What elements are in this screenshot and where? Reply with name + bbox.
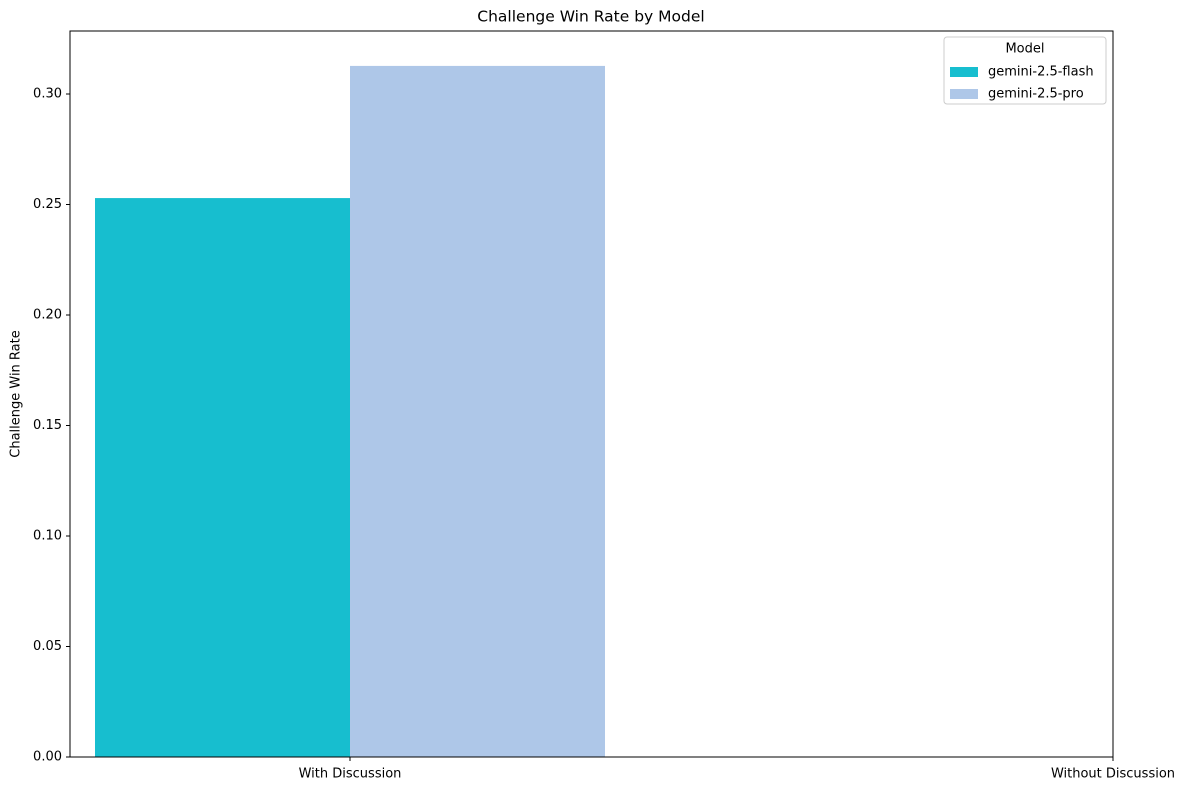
legend-swatch <box>950 89 978 99</box>
y-tick-label: 0.10 <box>33 528 62 543</box>
bar <box>95 198 350 757</box>
legend-swatch <box>950 67 978 77</box>
y-tick-label: 0.00 <box>33 750 62 765</box>
y-tick-label: 0.15 <box>33 418 62 433</box>
plot-frame <box>69 30 1114 758</box>
chart-title: Challenge Win Rate by Model <box>477 8 704 26</box>
legend-box <box>943 36 1107 105</box>
bar <box>350 65 605 758</box>
x-tick-label: Without Discussion <box>1051 767 1175 782</box>
legend-label: gemini-2.5-pro <box>988 87 1084 102</box>
x-tick-label: With Discussion <box>299 767 402 782</box>
y-tick-label: 0.20 <box>33 307 62 322</box>
legend-title: Model <box>1005 42 1044 57</box>
y-tick-label: 0.25 <box>33 197 62 212</box>
legend-label: gemini-2.5-flash <box>988 65 1094 80</box>
y-tick-label: 0.30 <box>33 86 62 101</box>
y-tick-label: 0.05 <box>33 639 62 654</box>
y-axis-label: Challenge Win Rate <box>9 330 24 458</box>
